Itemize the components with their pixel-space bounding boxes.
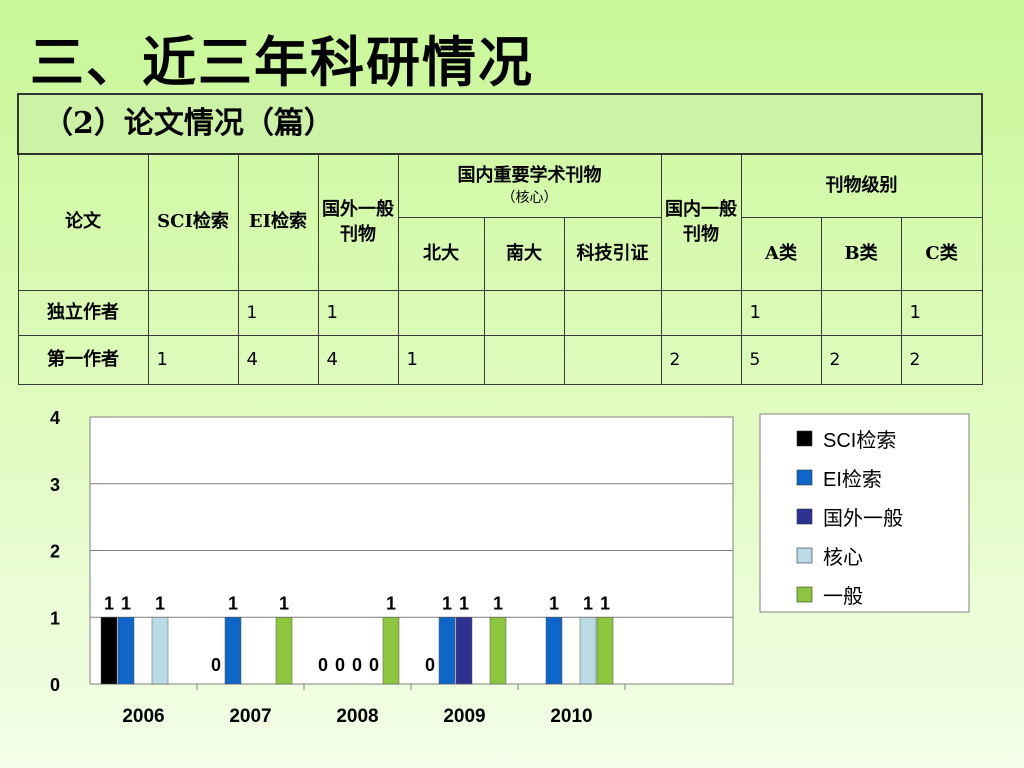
y-tick-label: 0 xyxy=(50,675,60,695)
header-b: B类 xyxy=(820,217,902,291)
table-caption: （2）论文情况（篇） xyxy=(16,93,984,155)
bar xyxy=(382,617,400,685)
bar xyxy=(489,617,507,685)
data-label: 1 xyxy=(549,593,559,613)
bar xyxy=(545,617,563,685)
paper-table: （2）论文情况（篇） 论文 SCI检索 EI检索 国外一般刊物 国内重要学术刊物… xyxy=(16,93,984,385)
legend-label: 核心 xyxy=(823,546,863,569)
bar xyxy=(596,617,614,685)
header-a: A类 xyxy=(740,217,822,291)
cell-guonei-yiban xyxy=(660,290,742,336)
bar xyxy=(100,617,118,685)
row-label: 第一作者 xyxy=(17,335,149,385)
header-sci: SCI检索 xyxy=(147,153,239,291)
cell-sci: 1 xyxy=(147,335,239,385)
data-label: 1 xyxy=(228,593,238,613)
legend-swatch xyxy=(796,430,813,447)
y-tick-label: 1 xyxy=(50,608,60,628)
x-tick-label: 2008 xyxy=(336,706,378,727)
row-label: 独立作者 xyxy=(17,290,149,336)
cell-keji xyxy=(563,290,662,336)
header-hexin: （核心） xyxy=(501,189,558,206)
header-guonei-zhongyao-label: 国内重要学术刊物 xyxy=(457,165,602,187)
y-tick-label: 3 xyxy=(50,475,60,495)
data-label: 1 xyxy=(442,593,452,613)
header-keji: 科技引证 xyxy=(563,217,662,291)
legend-label: EI检索 xyxy=(823,468,882,491)
bar xyxy=(224,617,242,685)
data-label: 1 xyxy=(459,593,469,613)
cell-c: 2 xyxy=(900,335,983,385)
bar xyxy=(275,617,293,685)
cell-guonei-yiban: 2 xyxy=(660,335,742,385)
x-tick-label: 2007 xyxy=(229,706,271,727)
cell-nanda xyxy=(483,335,565,385)
bar xyxy=(438,617,456,685)
legend-label: SCI检索 xyxy=(823,429,896,452)
data-label: 0 xyxy=(425,655,435,675)
legend-swatch xyxy=(796,508,813,525)
cell-guowai: 4 xyxy=(317,335,399,385)
page-title: 三、近三年科研情况 xyxy=(30,30,534,94)
legend-label: 一般 xyxy=(823,585,863,608)
cell-keji xyxy=(563,335,662,385)
header-guonei-yiban: 国内一般刊物 xyxy=(660,153,742,291)
header-c: C类 xyxy=(900,217,983,291)
x-tick-label: 2010 xyxy=(550,706,592,727)
y-tick-label: 4 xyxy=(50,408,60,428)
header-guonei-zhongyao: 国内重要学术刊物 （核心） xyxy=(397,153,662,218)
cell-ei: 1 xyxy=(237,290,319,336)
data-label: 1 xyxy=(279,593,289,613)
data-label: 1 xyxy=(104,593,114,613)
bar xyxy=(579,617,597,685)
header-kanwu-jibie: 刊物级别 xyxy=(740,153,983,218)
data-label: 0 xyxy=(369,655,379,675)
cell-beida: 1 xyxy=(397,335,485,385)
bar xyxy=(151,617,169,685)
data-label: 1 xyxy=(121,593,131,613)
legend-swatch xyxy=(796,586,813,603)
y-tick-label: 2 xyxy=(50,542,60,562)
x-tick-label: 2006 xyxy=(122,706,164,727)
header-ei: EI检索 xyxy=(237,153,319,291)
data-label: 1 xyxy=(493,593,503,613)
bar xyxy=(455,617,473,685)
chart-legend xyxy=(759,413,970,613)
data-label: 1 xyxy=(386,593,396,613)
bar xyxy=(117,617,135,685)
legend-swatch xyxy=(796,547,813,564)
header-guowai: 国外一般刊物 xyxy=(317,153,399,291)
data-label: 0 xyxy=(352,655,362,675)
cell-beida xyxy=(397,290,485,336)
data-label: 0 xyxy=(318,655,328,675)
cell-ei: 4 xyxy=(237,335,319,385)
x-tick-label: 2009 xyxy=(443,706,485,727)
table-row: 独立作者 1 1 1 1 xyxy=(17,290,983,336)
legend-label: 国外一般 xyxy=(823,507,903,530)
header-nanda: 南大 xyxy=(483,217,565,291)
data-label: 1 xyxy=(155,593,165,613)
data-label: 0 xyxy=(335,655,345,675)
data-label: 0 xyxy=(211,655,221,675)
legend-swatch xyxy=(796,469,813,486)
data-label: 1 xyxy=(600,593,610,613)
data-label: 1 xyxy=(583,593,593,613)
table-row: 第一作者 1 4 4 1 2 5 2 2 xyxy=(17,335,983,385)
